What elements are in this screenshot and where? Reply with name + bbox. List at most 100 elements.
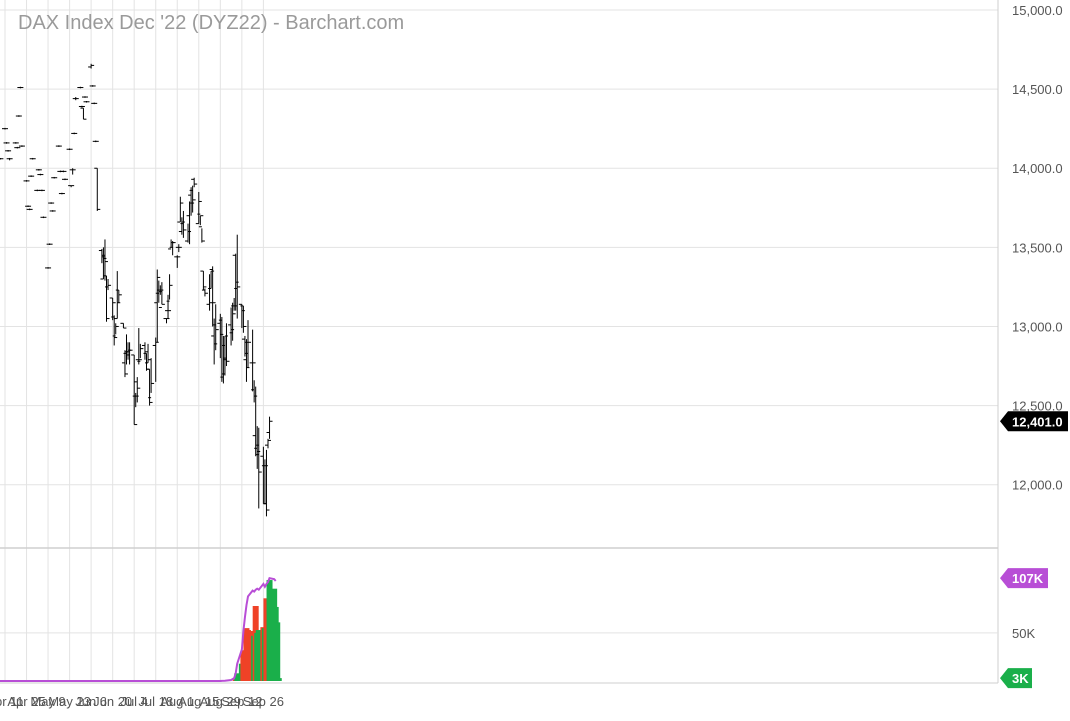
ohlc-bar (49, 210, 56, 212)
ohlc-bar (91, 102, 98, 105)
ohlc-bar (17, 86, 24, 89)
x-tick-label: Jul 4 (120, 694, 147, 709)
volume-layer (0, 576, 282, 682)
ohlc-bar (103, 275, 110, 322)
ohlc-bar (15, 115, 22, 117)
x-tick-label: Sep 26 (243, 694, 284, 709)
ohlc-bar (6, 157, 13, 161)
ohlc-bar (158, 282, 165, 308)
ohlc-bar (81, 96, 88, 98)
x-tick-label: May 23 (48, 694, 91, 709)
ohlc-bar (206, 274, 213, 311)
ohlc-bar (123, 334, 130, 365)
ohlc-bar (38, 189, 45, 192)
ohlc-bar (238, 303, 245, 329)
ohlc-bar (71, 132, 78, 135)
ohlc-bar (55, 145, 62, 147)
price-layer (0, 63, 273, 517)
ohlc-bar (252, 386, 259, 457)
ohlc-bar (111, 315, 118, 346)
ohlc-bar (3, 142, 10, 144)
ohlc-bar (126, 342, 133, 365)
ohlc-bar (131, 354, 138, 426)
x-tick-label: Aug 15 (178, 694, 219, 709)
last-price-badge: 12,401.0 (1000, 411, 1068, 432)
ohlc-bar (221, 335, 228, 376)
ohlc-bar (208, 270, 215, 289)
ohlc-bar (146, 368, 153, 406)
ohlc-bar (109, 297, 116, 321)
ohlc-bar (245, 320, 252, 368)
ohlc-bar (18, 145, 25, 147)
ohlc-bar (232, 253, 239, 311)
ohlc-bar (60, 170, 67, 173)
ohlc-bar (66, 148, 73, 151)
ohlc-bar (212, 304, 219, 351)
ohlc-bar (35, 169, 42, 171)
volume-average-badge-label: 107K (1012, 571, 1044, 586)
ohlc-bar (260, 446, 267, 505)
ohlc-bar (48, 202, 55, 204)
ohlc-bar (195, 191, 202, 225)
ohlc-bar (92, 140, 99, 143)
volume-average-badge: 107K (1000, 568, 1048, 589)
ohlc-bar (115, 289, 122, 303)
ohlc-bar (2, 127, 8, 130)
ohlc-bar (37, 173, 44, 176)
ohlc-bar (152, 337, 159, 382)
ohlc-bar (100, 247, 107, 280)
x-tick-label: Jun 20 (93, 694, 132, 709)
ohlc-bar (78, 105, 85, 108)
ohlc-bar (89, 85, 96, 87)
x-tick-label: Jul 18 (138, 694, 173, 709)
ohlc-bar (134, 377, 141, 403)
ohlc-bar (112, 323, 119, 337)
ohlc-bar (45, 267, 52, 269)
ohlc-bar (23, 180, 30, 182)
ohlc-bar (26, 208, 33, 211)
last-volume-badge: 3K (1000, 668, 1032, 689)
volume-average-badge-bg (1000, 568, 1048, 589)
ohlc-bar (51, 176, 58, 179)
ohlc-bar (83, 100, 90, 103)
y-tick-label: 14,000.0 (1012, 161, 1063, 176)
ohlc-bar (94, 167, 101, 211)
ohlc-bar (175, 244, 182, 253)
ohlc-bar (154, 269, 161, 343)
y-tick-label: 14,500.0 (1012, 82, 1063, 97)
y-tick-label: 13,500.0 (1012, 240, 1063, 255)
ohlc-bar (198, 226, 205, 243)
ohlc-bar (254, 426, 261, 469)
ohlc-bar (188, 187, 195, 216)
ohlc-bar (137, 343, 144, 362)
ohlc-bar (132, 392, 139, 408)
ohlc-bar (80, 107, 87, 120)
ohlc-bar (174, 255, 181, 268)
ohlc-bar (40, 216, 47, 219)
ohlc-bar (165, 294, 172, 319)
x-tick-label: Apr 25 (7, 694, 45, 709)
ohlc-bar (29, 157, 36, 160)
ohlc-bar (141, 342, 148, 360)
ohlc-bar (121, 350, 128, 378)
ohlc-bar (105, 279, 112, 291)
ohlc-bar (211, 318, 218, 365)
ohlc-bar (12, 142, 19, 144)
ohlc-bar (72, 97, 79, 101)
ohlc-bar (120, 322, 127, 329)
ohlc-bar (69, 168, 76, 175)
ohlc-bar (229, 302, 236, 341)
ohlc-bar (101, 239, 108, 281)
x-tick-label: Jun 6 (75, 694, 107, 709)
ohlc-bar (125, 342, 132, 360)
ohlc-bar (261, 459, 268, 504)
chart-title: DAX Index Dec '22 (DYZ22) - Barchart.com (18, 12, 405, 34)
ohlc-bar (201, 288, 208, 297)
x-tick-label: Aug 1 (160, 694, 194, 709)
volume-bar (255, 630, 262, 681)
ohlc-bar (200, 270, 207, 291)
volume-bar (274, 622, 281, 681)
